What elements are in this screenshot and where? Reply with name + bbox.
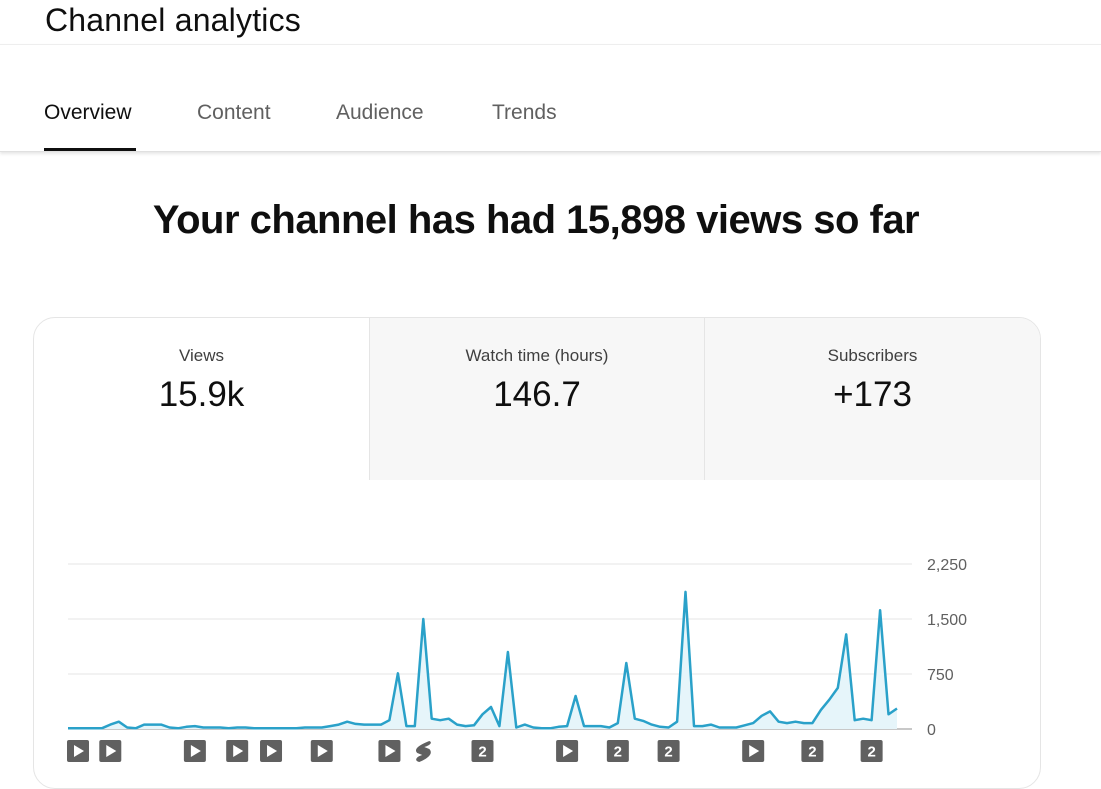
y-tick-label: 750	[927, 667, 954, 684]
tab-audience[interactable]: Audience	[336, 101, 424, 124]
play-glyph	[563, 745, 574, 757]
play-glyph	[106, 745, 117, 757]
views-line	[68, 590, 898, 730]
metric-divider	[704, 318, 705, 480]
video-count-badge	[657, 740, 680, 762]
play-glyph	[317, 745, 328, 757]
play-glyph	[385, 745, 396, 757]
video-count-label: 2	[664, 744, 672, 761]
video-count-label: 2	[614, 744, 622, 761]
play-glyph	[233, 745, 244, 757]
video-count-badge	[471, 740, 494, 762]
shorts-icon	[416, 741, 431, 762]
video-count-badge	[801, 740, 824, 762]
video-count-badge	[860, 740, 883, 762]
metric-tab-views[interactable]: Views 15.9k	[34, 318, 369, 480]
views-chart[interactable]: 2,250 1,500 750 0 2 2 2 2 2	[0, 0, 1101, 771]
play-glyph	[749, 745, 760, 757]
y-tick-label: 0	[927, 722, 936, 739]
metric-label: Views	[178, 346, 225, 365]
tab-trends[interactable]: Trends	[492, 101, 557, 124]
video-count-label: 2	[808, 744, 816, 761]
views-headline: Your channel has had 15,898 views so far	[152, 198, 920, 242]
metric-tab-subscribers[interactable]: Subscribers +173	[705, 318, 1040, 480]
page-title: Channel analytics	[45, 2, 301, 38]
active-tab-indicator	[44, 148, 136, 151]
views-area	[68, 591, 897, 729]
tab-content[interactable]: Content	[197, 101, 271, 124]
metric-value: 15.9k	[158, 375, 245, 414]
play-glyph	[74, 745, 84, 757]
play-glyph	[190, 745, 201, 757]
page-header: Channel analytics	[0, 0, 1101, 45]
metric-value: +173	[833, 375, 912, 414]
tab-bar: Overview Content Audience Trends	[0, 44, 1101, 152]
metric-tab-watch-time[interactable]: Watch time (hours) 146.7	[370, 318, 704, 480]
video-count-label: 2	[478, 744, 486, 761]
play-glyph	[267, 745, 278, 757]
video-count-label: 2	[867, 744, 875, 761]
metric-divider	[369, 318, 370, 480]
tab-overview[interactable]: Overview	[44, 101, 132, 124]
metric-label: Watch time (hours)	[465, 346, 609, 365]
y-tick-label: 2,250	[927, 557, 967, 574]
video-count-badge	[606, 740, 629, 762]
metric-value: 146.7	[493, 375, 581, 414]
y-tick-label: 1,500	[927, 612, 967, 629]
metric-label: Subscribers	[827, 346, 918, 365]
